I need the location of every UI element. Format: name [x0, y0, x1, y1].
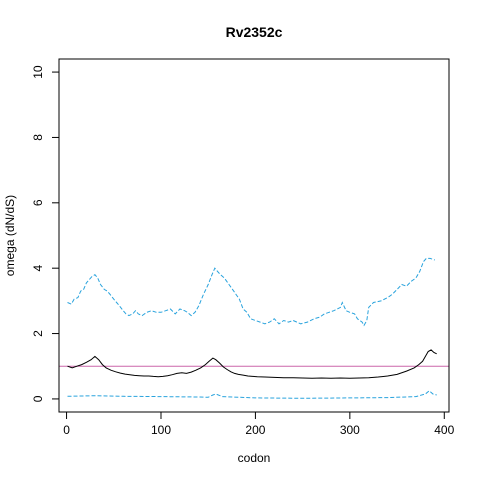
y-tick-label: 0 — [31, 395, 45, 402]
x-tick-label: 100 — [151, 423, 171, 437]
x-axis-label: codon — [238, 451, 271, 465]
series-line-1 — [67, 257, 435, 327]
x-tick-label: 0 — [63, 423, 70, 437]
series-line-3 — [67, 390, 437, 399]
x-tick-label: 400 — [434, 423, 454, 437]
y-tick-label: 8 — [31, 134, 45, 141]
chart-title: Rv2352c — [226, 24, 283, 40]
plot-area — [59, 257, 449, 399]
series-line-2 — [67, 349, 437, 379]
y-axis: 0 2 4 6 8 10 — [31, 65, 60, 402]
y-tick-label: 6 — [31, 199, 45, 206]
x-axis: 0 100 200 300 400 — [63, 411, 455, 437]
x-tick-label: 200 — [245, 423, 265, 437]
plot-frame — [58, 58, 450, 413]
y-tick-label: 2 — [31, 330, 45, 337]
y-tick-label: 10 — [31, 65, 45, 79]
y-axis-label: omega (dN/dS) — [3, 195, 17, 276]
x-tick-label: 300 — [340, 423, 360, 437]
y-tick-label: 4 — [31, 265, 45, 272]
